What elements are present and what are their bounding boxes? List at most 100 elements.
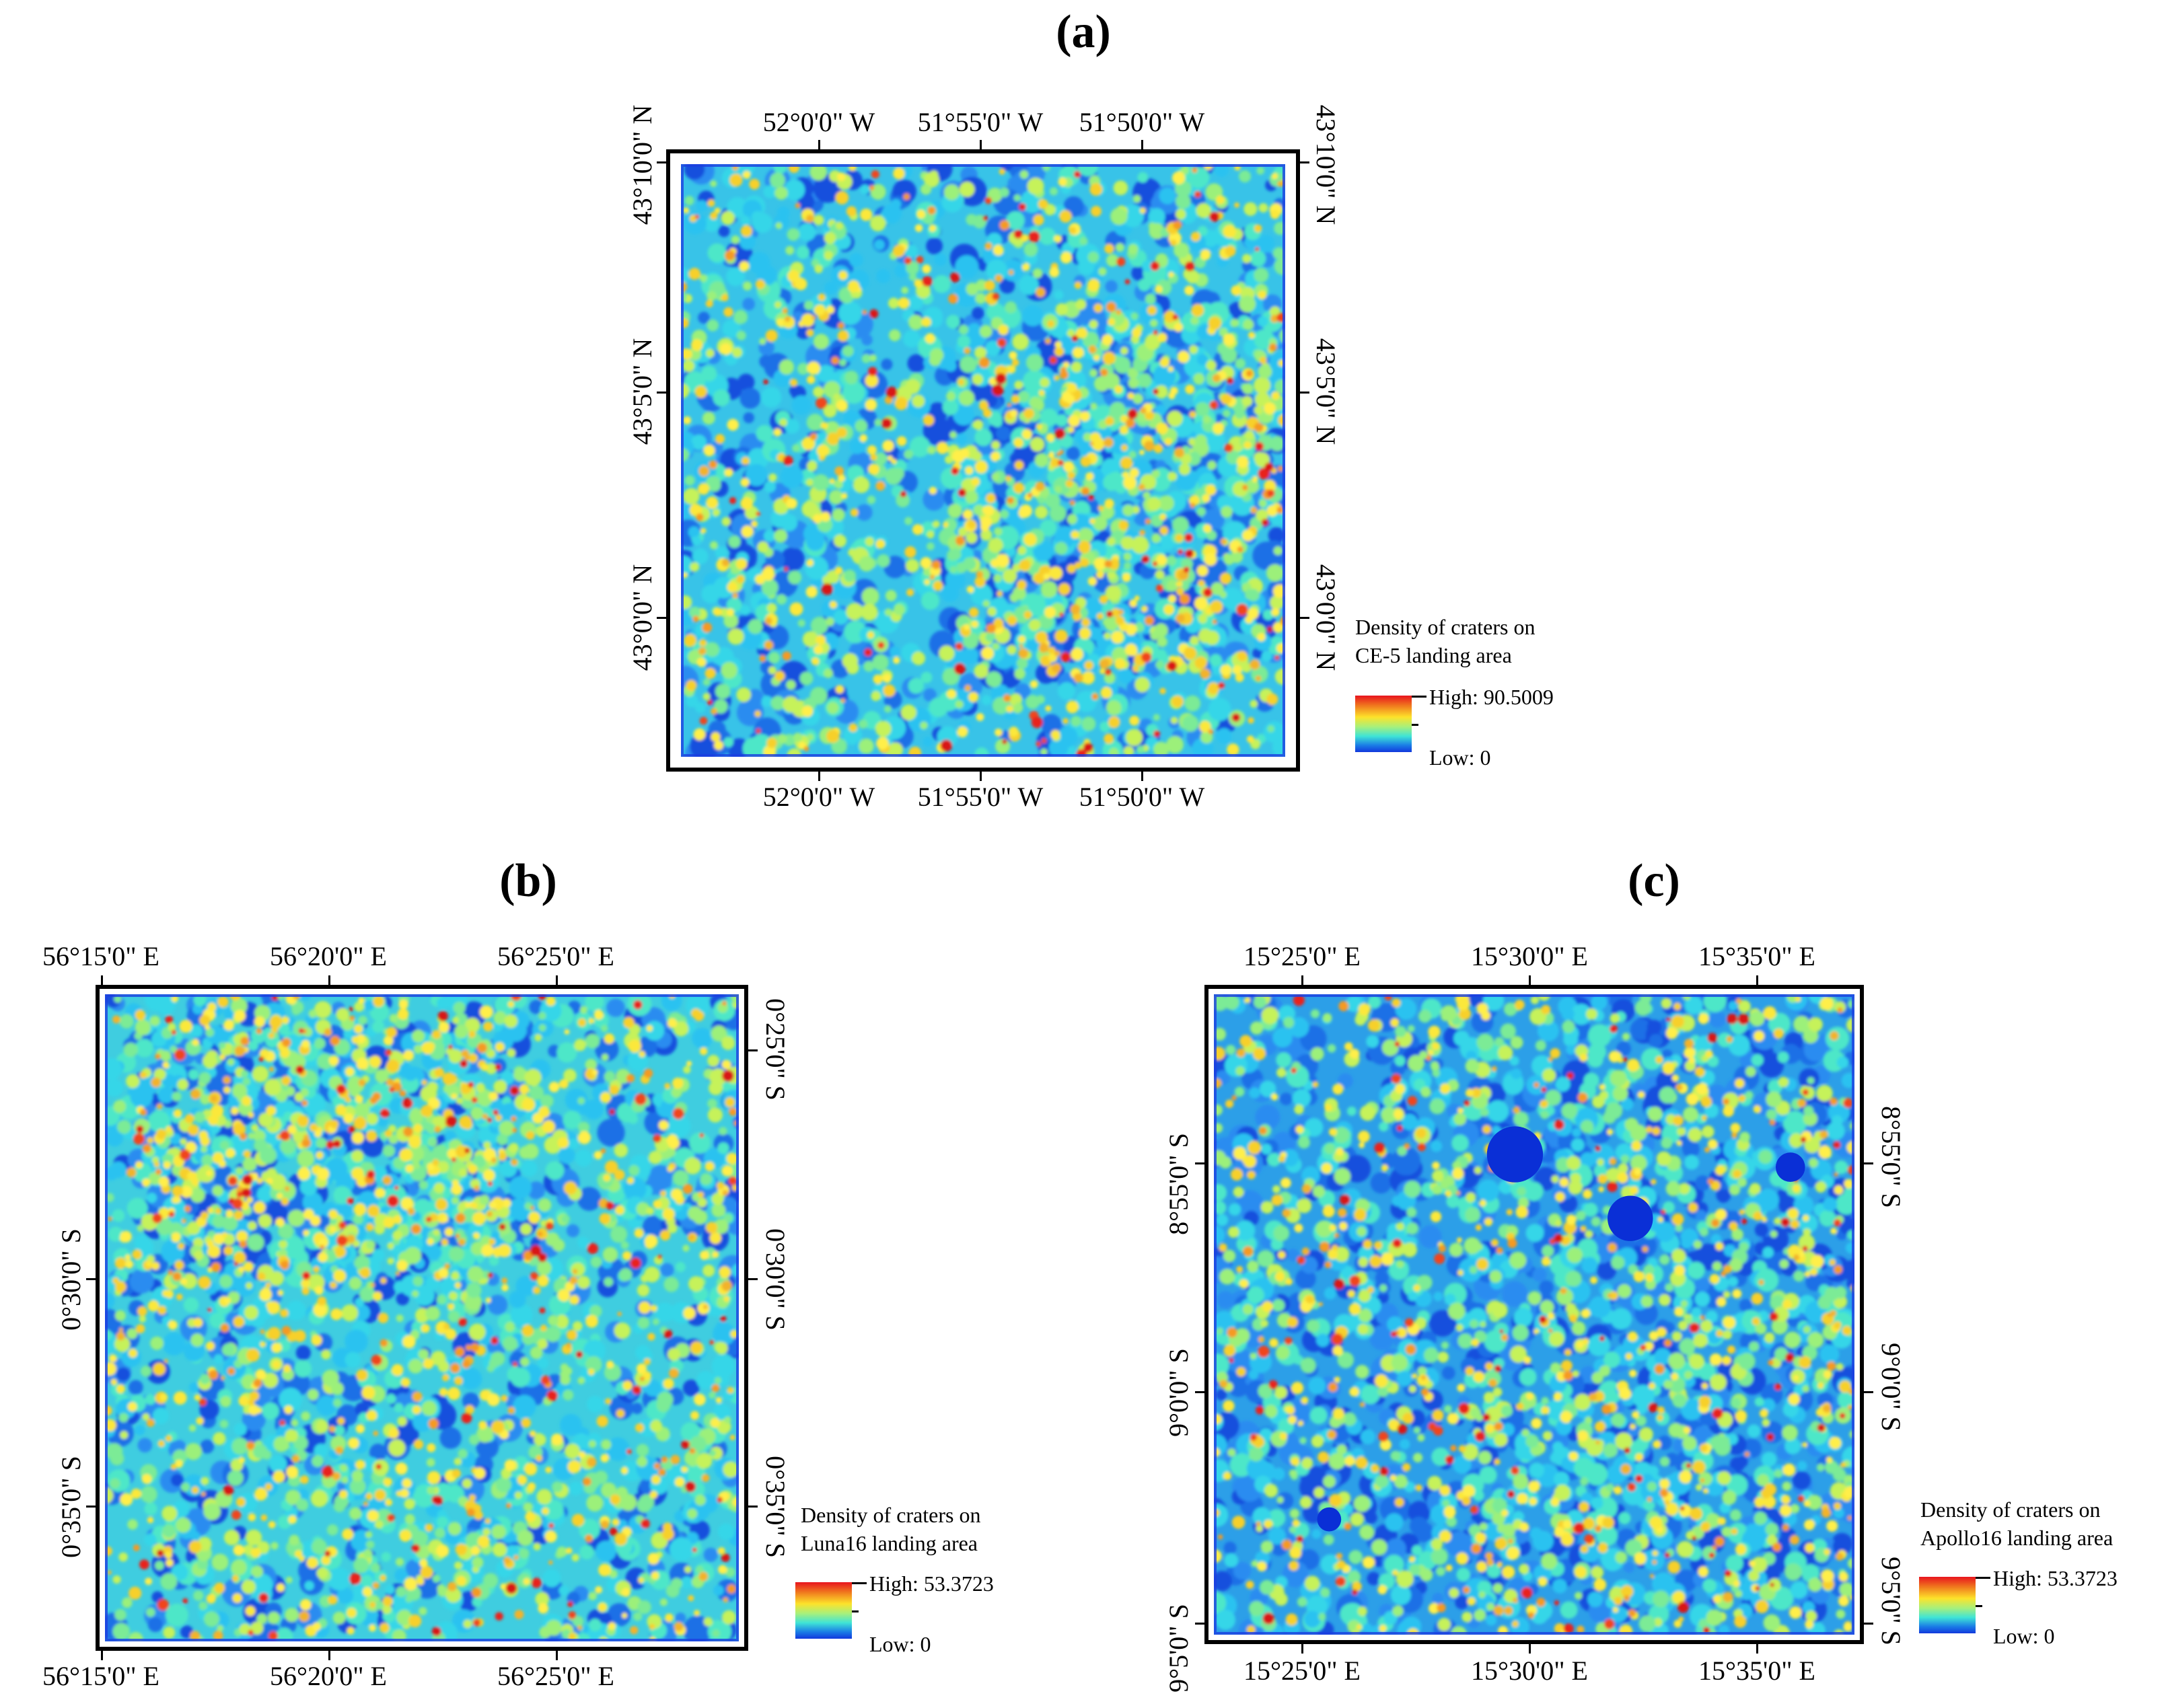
tick — [101, 1651, 103, 1660]
legend-title-line: Density of craters on — [801, 1503, 981, 1527]
panel-c-top-label: 15°35'0" E — [1698, 941, 1815, 971]
legend-title-line: Luna16 landing area — [801, 1530, 978, 1555]
tick — [1529, 975, 1531, 985]
tick — [818, 140, 820, 149]
panel-b-label: (b) — [499, 855, 557, 907]
panel-a-bottom-label: 51°50'0" W — [1079, 782, 1205, 812]
tick — [101, 975, 103, 985]
tick — [556, 975, 558, 985]
tick — [328, 1651, 330, 1660]
legend-title-line: Apollo16 landing area — [1920, 1525, 2114, 1550]
panel-a-bottom-label: 52°0'0" W — [762, 782, 875, 812]
panel-c-right-label: 9°0'0" S — [1876, 1343, 1906, 1432]
panel-c-density-raster — [1214, 994, 1854, 1635]
panel-c-left-label: 8°55'0" S — [1163, 1133, 1194, 1235]
panel-c-right-label: 9°5'0" S — [1876, 1557, 1906, 1645]
panel-b-bottom-label: 56°20'0" E — [270, 1661, 387, 1691]
tick — [86, 1506, 96, 1508]
panel-a-bottom-label: 51°55'0" W — [917, 782, 1044, 812]
panel-a-legend-low: Low: 0 — [1429, 745, 1491, 770]
panel-a-label: (a) — [1056, 6, 1111, 58]
panel-a-top-label: 51°50'0" W — [1079, 107, 1205, 137]
panel-c-left-label: 9°0'0" S — [1163, 1348, 1194, 1437]
panel-a-legend-color-ramp — [1355, 696, 1412, 752]
panel-b-right-label: 0°35'0" S — [760, 1456, 791, 1558]
legend-leader — [1976, 1577, 1990, 1579]
tick — [657, 161, 666, 163]
panel-c-top-label: 15°25'0" E — [1243, 941, 1361, 971]
legend-title-line: CE-5 landing area — [1355, 642, 1512, 667]
panel-c-bottom-label: 15°35'0" E — [1698, 1656, 1815, 1686]
panel-b-left-label: 0°35'0" S — [56, 1456, 86, 1558]
tick — [1864, 1623, 1873, 1625]
legend-title-line: Density of craters on — [1355, 615, 1536, 639]
panel-b-right-label: 0°30'0" S — [760, 1228, 791, 1331]
tick — [1300, 161, 1309, 163]
tick — [1195, 1162, 1204, 1164]
panel-b-density-svg — [105, 994, 739, 1641]
panel-a-legend-high: High: 90.5009 — [1429, 685, 1554, 709]
panel-b-legend-color-ramp — [795, 1582, 852, 1639]
panel-a-right-label: 43°0'0" N — [1311, 564, 1341, 671]
panel-b-legend-high: High: 53.3723 — [869, 1571, 994, 1596]
tick — [1756, 975, 1758, 985]
panel-c-legend-title: Density of craters on Apollo16 landing a… — [1920, 1496, 2113, 1552]
tick — [1141, 772, 1143, 781]
tick — [818, 772, 820, 781]
panel-b-top-label: 56°20'0" E — [270, 941, 387, 971]
tick — [1300, 392, 1309, 394]
panel-c-legend-low: Low: 0 — [1993, 1624, 2055, 1648]
panel-a-right-label: 43°5'0" N — [1311, 338, 1341, 445]
tick — [748, 1049, 758, 1051]
tick — [748, 1506, 758, 1508]
tick — [748, 1278, 758, 1280]
panel-a-density-svg — [681, 164, 1285, 757]
legend-leader — [852, 1610, 859, 1612]
tick — [1864, 1391, 1873, 1393]
panel-b-map-frame — [96, 985, 748, 1651]
tick — [1195, 1623, 1204, 1625]
panel-b-top-label: 56°25'0" E — [497, 941, 614, 971]
tick — [1195, 1391, 1204, 1393]
panel-b-legend-title: Density of craters on Luna16 landing are… — [801, 1501, 980, 1557]
tick — [657, 392, 666, 394]
legend-leader — [1976, 1605, 1982, 1607]
panel-c-right-label: 8°55'0" S — [1876, 1106, 1906, 1208]
tick — [556, 1651, 558, 1660]
panel-c-bottom-label: 15°25'0" E — [1243, 1656, 1361, 1686]
panel-c-left-label: 9°5'0" S — [1163, 1604, 1194, 1693]
panel-a-top-label: 52°0'0" W — [762, 107, 875, 137]
panel-c-legend-high: High: 53.3723 — [1993, 1566, 2118, 1590]
tick — [980, 140, 982, 149]
panel-b-left-label: 0°30'0" S — [56, 1228, 86, 1331]
legend-leader — [1412, 724, 1418, 726]
panel-c-label: (c) — [1628, 855, 1680, 907]
panel-b-right-label: 0°25'0" S — [760, 998, 791, 1101]
tick — [657, 617, 666, 619]
tick — [86, 1278, 96, 1280]
panel-b-top-label: 56°15'0" E — [42, 941, 159, 971]
tick — [980, 772, 982, 781]
tick — [1300, 617, 1309, 619]
panel-a-right-label: 43°10'0" N — [1311, 104, 1341, 225]
tick — [1864, 1162, 1873, 1164]
panel-a-map-frame — [666, 149, 1300, 772]
panel-b-bottom-label: 56°15'0" E — [42, 1661, 159, 1691]
panel-a-left-label: 43°5'0" N — [627, 338, 657, 445]
tick — [1301, 975, 1303, 985]
panel-a-legend-title: Density of craters on CE-5 landing area — [1355, 614, 1535, 669]
panel-c-bottom-label: 15°30'0" E — [1471, 1656, 1588, 1686]
legend-leader — [1412, 696, 1427, 698]
panel-a-density-raster — [681, 164, 1285, 757]
legend-title-line: Density of craters on — [1920, 1497, 2101, 1522]
tick — [1301, 1644, 1303, 1654]
panel-c-legend-color-ramp — [1919, 1577, 1976, 1633]
panel-c-map-frame — [1204, 985, 1864, 1644]
panel-a-left-label: 43°10'0" N — [627, 104, 657, 225]
panel-b-legend-low: Low: 0 — [869, 1632, 931, 1656]
panel-a-top-label: 51°55'0" W — [917, 107, 1044, 137]
panel-b-density-raster — [105, 994, 739, 1641]
tick — [1141, 140, 1143, 149]
panel-c-top-label: 15°30'0" E — [1471, 941, 1588, 971]
panel-a-left-label: 43°0'0" N — [627, 564, 657, 671]
